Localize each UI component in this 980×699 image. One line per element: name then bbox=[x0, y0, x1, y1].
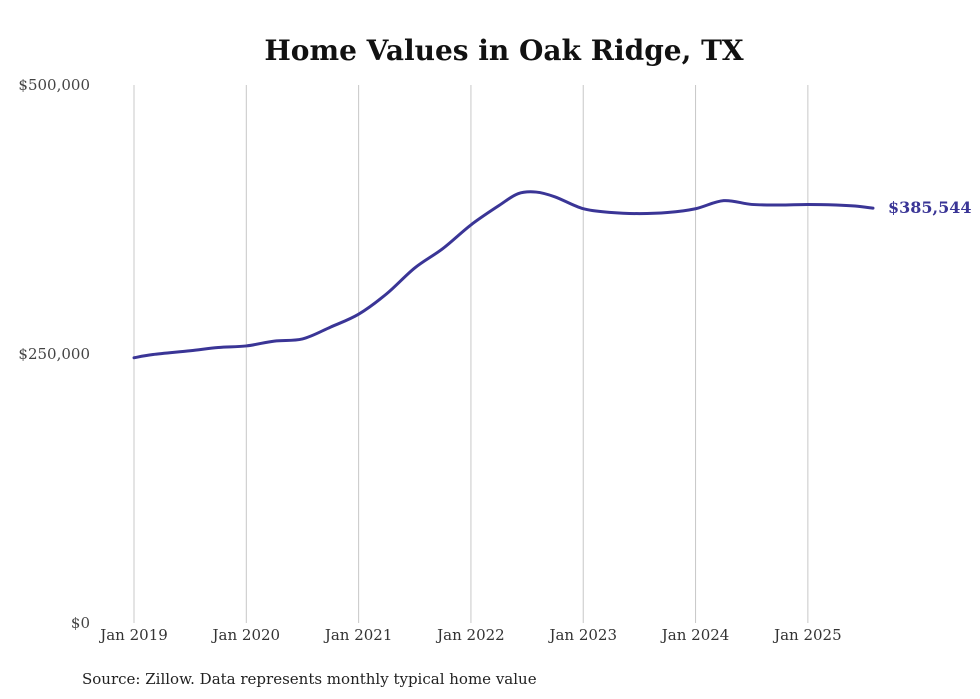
y-tick-label: $250,000 bbox=[18, 345, 90, 363]
source-note: Source: Zillow. Data represents monthly … bbox=[82, 670, 537, 688]
x-tick-label: Jan 2025 bbox=[772, 626, 842, 644]
last-value-label: $385,544 bbox=[888, 198, 972, 217]
y-tick-label: $500,000 bbox=[18, 76, 90, 94]
series-line-0 bbox=[132, 190, 875, 360]
x-tick-label: Jan 2021 bbox=[323, 626, 393, 644]
x-tick-label: Jan 2022 bbox=[435, 626, 505, 644]
y-axis-ticks: $0 $250,000 $500,000 bbox=[18, 76, 90, 632]
x-tick-label: Jan 2024 bbox=[660, 626, 730, 644]
x-tick-label: Jan 2023 bbox=[547, 626, 617, 644]
y-tick-label: $0 bbox=[71, 614, 90, 632]
x-axis-ticks: Jan 2019 Jan 2020 Jan 2021 Jan 2022 Jan 2023… bbox=[98, 626, 841, 644]
gridlines bbox=[133, 85, 809, 623]
x-tick-label: Jan 2019 bbox=[98, 626, 168, 644]
series-layer bbox=[132, 190, 875, 360]
chart-title: Home Values in Oak Ridge, TX bbox=[264, 34, 744, 67]
x-tick-label: Jan 2020 bbox=[211, 626, 281, 644]
